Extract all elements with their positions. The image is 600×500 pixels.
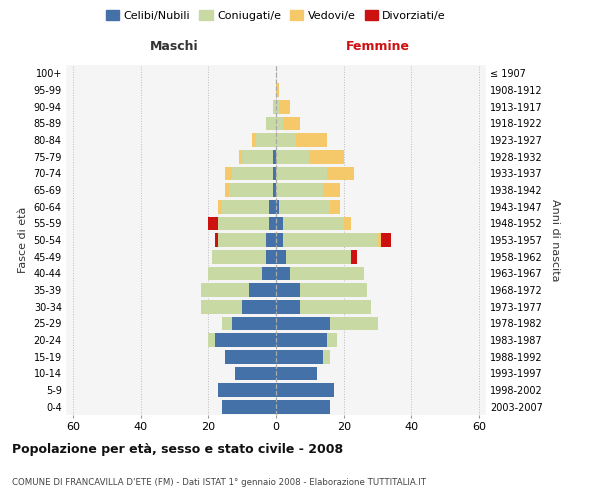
Bar <box>283 116 300 130</box>
Bar <box>276 183 323 197</box>
Bar <box>269 200 276 213</box>
Bar <box>269 216 276 230</box>
Bar <box>276 400 330 413</box>
Bar <box>330 316 377 330</box>
Bar <box>235 366 276 380</box>
Bar <box>290 266 364 280</box>
Bar <box>381 233 391 247</box>
Bar <box>280 200 330 213</box>
Bar <box>222 316 232 330</box>
Bar <box>208 266 262 280</box>
Bar <box>323 183 340 197</box>
Bar <box>276 233 283 247</box>
Bar <box>283 216 344 230</box>
Bar <box>344 216 350 230</box>
Bar <box>276 283 300 297</box>
Bar <box>266 250 276 264</box>
Bar <box>215 333 276 347</box>
Bar <box>208 216 218 230</box>
Bar <box>242 300 276 314</box>
Bar <box>225 350 276 364</box>
Bar <box>229 183 272 197</box>
Bar <box>283 233 377 247</box>
Bar <box>272 166 276 180</box>
Bar <box>218 233 266 247</box>
Bar <box>330 200 340 213</box>
Bar <box>272 100 276 114</box>
Bar <box>218 200 222 213</box>
Bar <box>256 133 276 147</box>
Text: Femmine: Femmine <box>346 40 410 54</box>
Bar <box>202 300 242 314</box>
Bar <box>272 150 276 164</box>
Bar <box>208 333 215 347</box>
Bar <box>225 166 232 180</box>
Y-axis label: Anni di nascita: Anni di nascita <box>550 198 560 281</box>
Bar <box>323 350 330 364</box>
Bar <box>296 133 327 147</box>
Bar <box>280 100 290 114</box>
Bar <box>377 233 381 247</box>
Bar <box>272 183 276 197</box>
Bar <box>276 250 286 264</box>
Bar <box>276 366 317 380</box>
Bar <box>266 233 276 247</box>
Bar <box>215 233 218 247</box>
Bar <box>276 300 300 314</box>
Bar <box>276 116 283 130</box>
Bar <box>276 383 334 397</box>
Bar <box>350 250 357 264</box>
Bar <box>276 316 330 330</box>
Bar <box>300 300 371 314</box>
Y-axis label: Fasce di età: Fasce di età <box>18 207 28 273</box>
Bar <box>276 83 280 97</box>
Bar <box>276 333 327 347</box>
Bar <box>262 266 276 280</box>
Bar <box>232 316 276 330</box>
Bar <box>286 250 350 264</box>
Text: COMUNE DI FRANCAVILLA D'ETE (FM) - Dati ISTAT 1° gennaio 2008 - Elaborazione TUT: COMUNE DI FRANCAVILLA D'ETE (FM) - Dati … <box>12 478 426 487</box>
Bar <box>212 250 266 264</box>
Bar <box>225 183 229 197</box>
Bar <box>300 283 367 297</box>
Bar <box>242 150 272 164</box>
Bar <box>252 133 256 147</box>
Bar <box>222 200 269 213</box>
Bar <box>276 100 280 114</box>
Bar <box>276 166 327 180</box>
Bar <box>276 266 290 280</box>
Bar <box>327 333 337 347</box>
Bar <box>276 350 323 364</box>
Bar <box>276 133 296 147</box>
Bar <box>327 166 354 180</box>
Bar <box>276 216 283 230</box>
Bar <box>218 216 269 230</box>
Bar <box>276 200 280 213</box>
Bar <box>249 283 276 297</box>
Bar <box>222 400 276 413</box>
Bar <box>232 166 272 180</box>
Bar <box>202 283 249 297</box>
Bar <box>310 150 344 164</box>
Text: Maschi: Maschi <box>150 40 199 54</box>
Legend: Celibi/Nubili, Coniugati/e, Vedovi/e, Divorziati/e: Celibi/Nubili, Coniugati/e, Vedovi/e, Di… <box>104 8 448 24</box>
Bar <box>239 150 242 164</box>
Bar <box>276 150 310 164</box>
Bar <box>218 383 276 397</box>
Text: Popolazione per età, sesso e stato civile - 2008: Popolazione per età, sesso e stato civil… <box>12 442 343 456</box>
Bar <box>266 116 276 130</box>
